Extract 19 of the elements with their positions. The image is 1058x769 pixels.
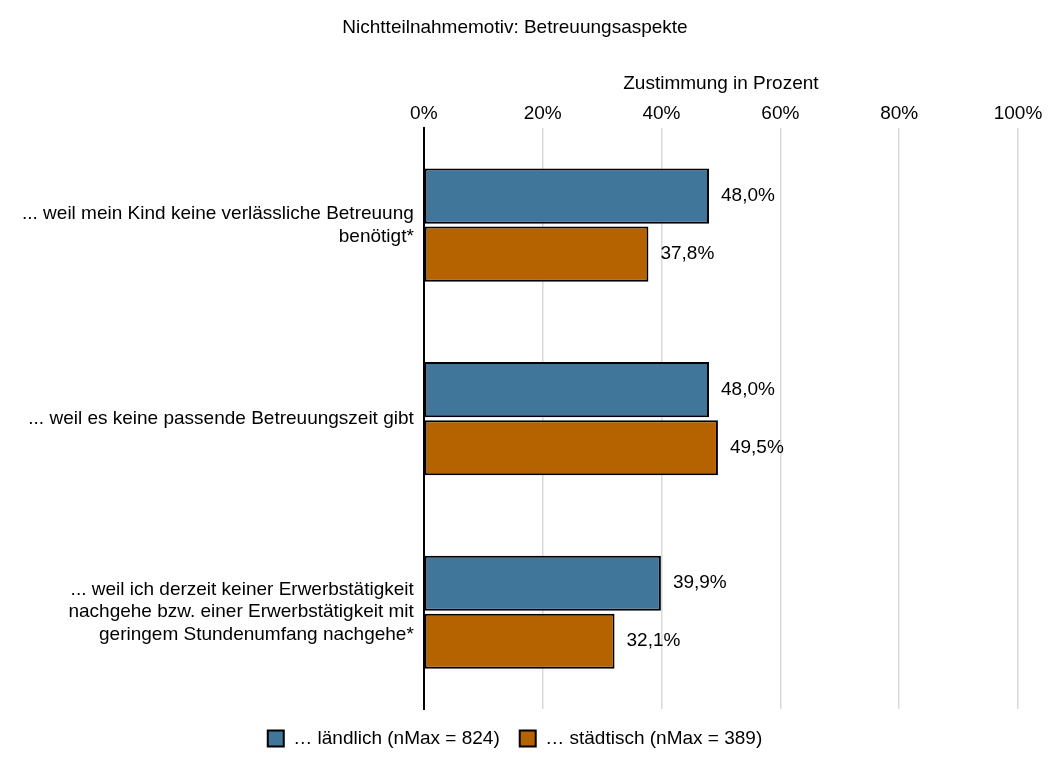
data-label: 37,8% <box>660 242 715 264</box>
y-tick-label: ... weil ich derzeit keiner Erwerbstätigkeit nachgehe bzw. einer Erwerbstätigkeit mit geringem Stundenumfang nachgehe* <box>68 577 415 645</box>
x-axis-title: Zustimmung in Prozent <box>623 72 820 94</box>
y-tick-label: ... weil mein Kind keine verlässliche Betreuung benötigt* <box>22 202 415 246</box>
x-tick-label: 100% <box>993 102 1043 124</box>
chart-title: Nichtteilnahmemotiv: Betreuungsaspekte <box>342 15 688 37</box>
data-label: 48,0% <box>721 184 775 206</box>
x-tick-label: 40% <box>642 102 681 124</box>
x-tick-label: 20% <box>523 102 562 124</box>
y-tick-label: ... weil es keine passende Betreuungszeit gibt <box>28 406 415 428</box>
data-label: 49,5% <box>729 435 784 457</box>
legend-label: … städtisch (nMax = 389) <box>545 726 763 748</box>
x-tick-label: 0% <box>410 102 438 124</box>
data-label: 39,9% <box>672 571 727 593</box>
data-label: 32,1% <box>626 629 681 651</box>
x-tick-label: 60% <box>761 102 800 124</box>
x-tick-label: 80% <box>880 102 919 124</box>
data-label: 48,0% <box>721 377 775 399</box>
legend-label: … ländlich (nMax = 824) <box>293 726 500 748</box>
